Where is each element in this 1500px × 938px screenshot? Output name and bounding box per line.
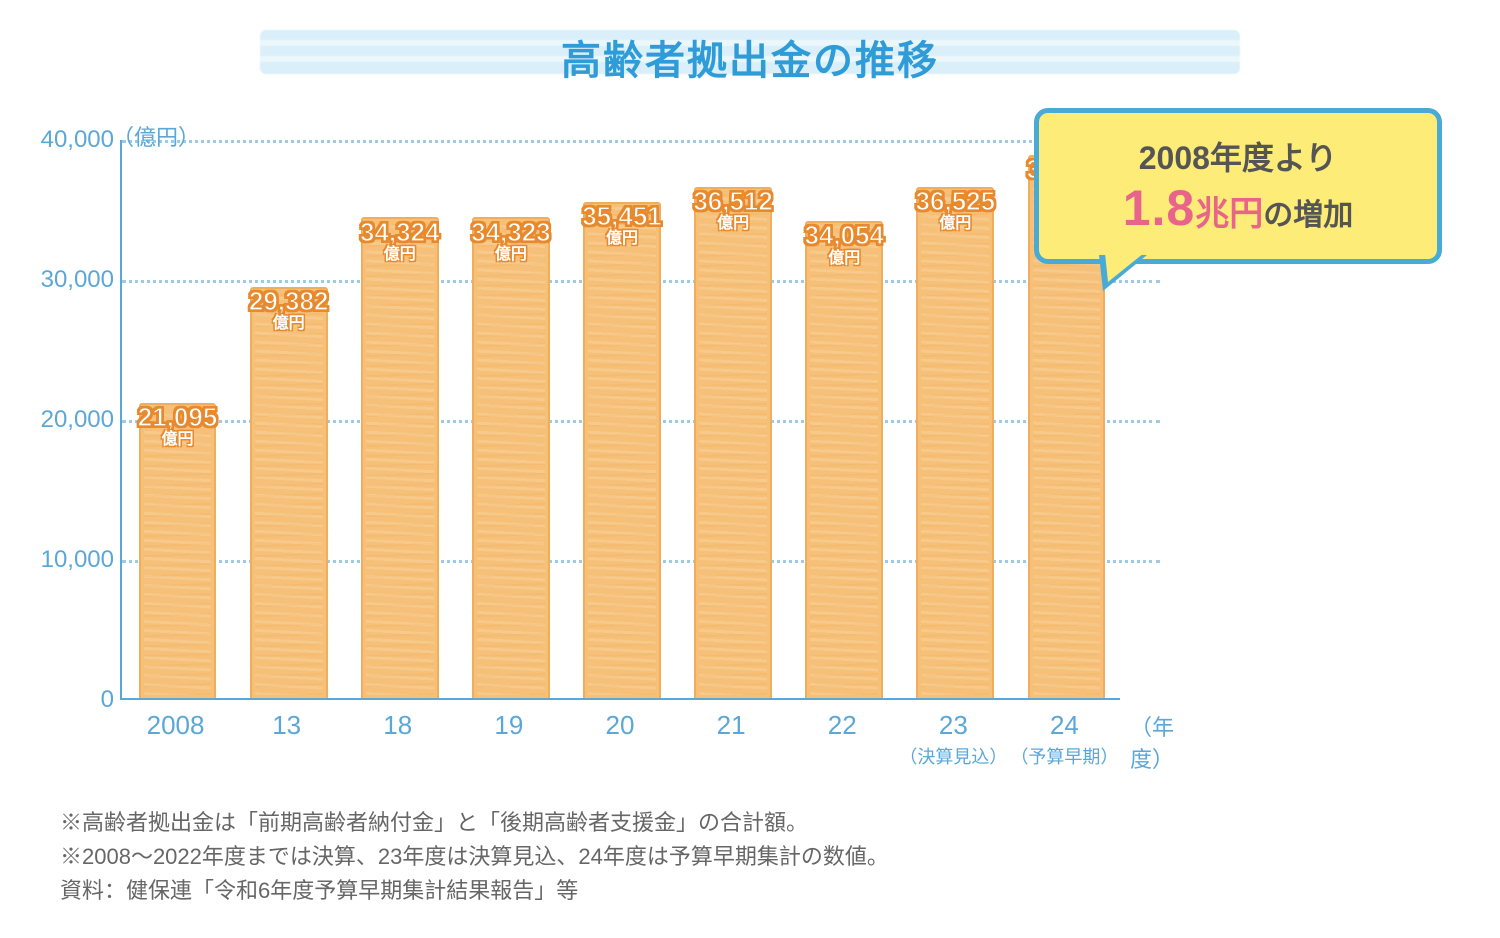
bar: 36,525億円 <box>916 187 994 698</box>
bar: 36,512億円 <box>694 187 772 698</box>
bar-value: 29,382 <box>249 288 329 315</box>
x-tick-label: 22 <box>828 710 857 741</box>
bar-value-unit: 億円 <box>582 230 662 248</box>
bar-value-label: 34,324億円 <box>360 219 440 264</box>
gridline <box>122 140 1160 143</box>
bar-value-label: 36,512億円 <box>693 188 773 233</box>
bar-value-label: 34,054億円 <box>804 222 884 267</box>
x-tick-sublabel: （決算見込） <box>899 743 1007 769</box>
bar-value: 34,054 <box>804 222 884 249</box>
bar-value-unit: 億円 <box>693 215 773 233</box>
bar-value-label: 21,095億円 <box>138 404 218 449</box>
x-tick-label: 13 <box>272 710 301 741</box>
callout-tail-icon <box>1099 255 1147 291</box>
y-tick-label: 10,000 <box>41 546 114 574</box>
y-axis-labels: 010,00020,00030,00040,000 <box>24 140 114 700</box>
callout-big-number: 1.8 <box>1123 180 1196 236</box>
footnotes: ※高齢者拠出金は「前期高齢者納付金」と「後期高齢者支援金」の合計額。※2008～… <box>60 806 889 908</box>
bar-value-label: 29,382億円 <box>249 288 329 333</box>
bar-value: 36,525 <box>916 188 996 215</box>
x-axis-labels: 2008 13 18 19 20 21 22 23（決算見込）24（予算早期） <box>120 704 1120 784</box>
bar-value-label: 35,451億円 <box>582 203 662 248</box>
bar: 35,451億円 <box>583 202 661 698</box>
y-tick-label: 30,000 <box>41 266 114 294</box>
callout-line1: 2008年度より <box>1061 133 1415 179</box>
bar-value-label: 36,525億円 <box>916 188 996 233</box>
plot-area: 21,095億円29,382億円34,324億円34,323億円35,451億円… <box>120 140 1120 700</box>
title-container: 高齢者拠出金の推移 <box>0 0 1500 86</box>
chart-title: 高齢者拠出金の推移 <box>0 28 1500 86</box>
bar: 34,324億円 <box>361 217 439 698</box>
x-tick-label: 21 <box>717 710 746 741</box>
x-tick-label: 2008 <box>147 710 205 741</box>
footnote-line: ※高齢者拠出金は「前期高齢者納付金」と「後期高齢者支援金」の合計額。 <box>60 806 889 840</box>
bar-value-unit: 億円 <box>138 431 218 449</box>
callout-big-unit: 兆円 <box>1195 195 1263 233</box>
bar-value-unit: 億円 <box>360 246 440 264</box>
bar-value: 35,451 <box>582 203 662 230</box>
bar: 29,382億円 <box>250 287 328 698</box>
bar: 21,095億円 <box>139 403 217 698</box>
footnote-line: 資料：健保連「令和6年度予算早期集計結果報告」等 <box>60 874 889 908</box>
bar-value: 34,323 <box>471 219 551 246</box>
bar: 34,323億円 <box>472 217 550 698</box>
y-tick-label: 20,000 <box>41 406 114 434</box>
x-tick-label: 24（予算早期） <box>1010 710 1118 769</box>
x-tick-sublabel: （予算早期） <box>1010 743 1118 769</box>
x-tick-label: 20 <box>606 710 635 741</box>
bar-value-unit: 億円 <box>916 215 996 233</box>
x-tick-label: 19 <box>494 710 523 741</box>
bar-value-label: 34,323億円 <box>471 219 551 264</box>
chart-area: （億円） 010,00020,00030,00040,000 21,095億円2… <box>120 140 1120 760</box>
x-tick-label: 18 <box>383 710 412 741</box>
y-tick-label: 40,000 <box>41 126 114 154</box>
bar-value: 36,512 <box>693 188 773 215</box>
callout-suffix: の増加 <box>1263 199 1353 232</box>
bar-value: 34,324 <box>360 219 440 246</box>
bar: 34,054億円 <box>805 221 883 698</box>
x-tick-label: 23（決算見込） <box>899 710 1007 769</box>
bar-value-unit: 億円 <box>249 315 329 333</box>
x-axis-unit: （年度） <box>1130 710 1174 774</box>
y-tick-label: 0 <box>101 686 114 714</box>
bar-value: 21,095 <box>138 404 218 431</box>
footnote-line: ※2008～2022年度までは決算、23年度は決算見込、24年度は予算早期集計の… <box>60 840 889 874</box>
bar-value-unit: 億円 <box>471 246 551 264</box>
callout-box: 2008年度より 1.8兆円の増加 <box>1034 108 1442 264</box>
bar-value-unit: 億円 <box>804 250 884 268</box>
